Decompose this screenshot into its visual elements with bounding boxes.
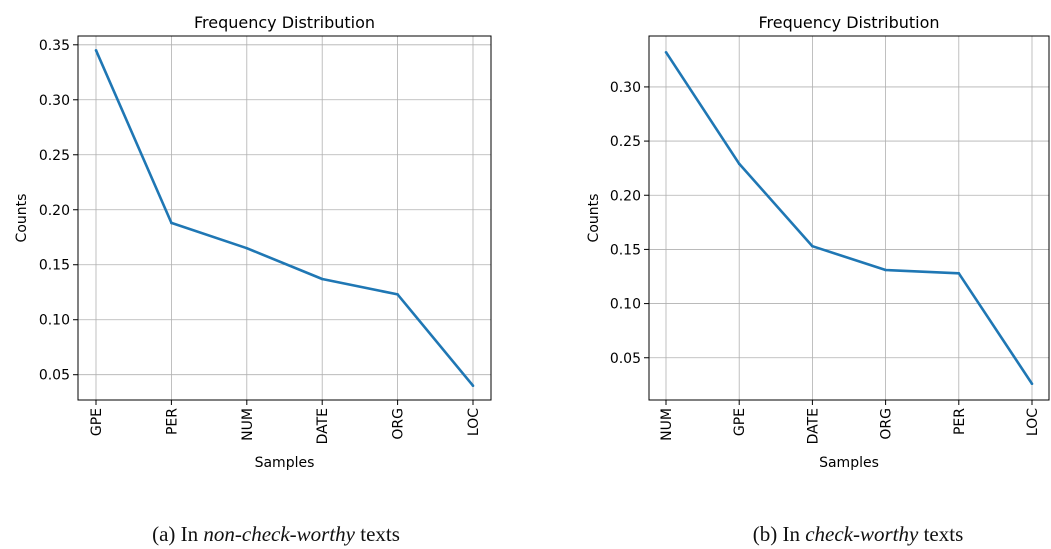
- x-tick-label: NUM: [659, 408, 675, 441]
- y-tick-label: 0.05: [39, 368, 70, 384]
- x-tick-label: PER: [164, 408, 180, 435]
- caption-a-emphasis: non-check-worthy: [203, 522, 355, 546]
- x-tick-label: GPE: [732, 408, 748, 436]
- x-tick-label: ORG: [391, 408, 407, 440]
- caption-b-suffix: texts: [918, 522, 964, 546]
- y-tick-label: 0.10: [610, 297, 641, 313]
- caption-a-suffix: texts: [355, 522, 400, 546]
- x-tick-label: NUM: [240, 408, 256, 441]
- y-tick-label: 0.05: [610, 351, 641, 367]
- x-tick-label: PER: [952, 408, 968, 435]
- data-point: [1030, 382, 1034, 386]
- data-point: [884, 268, 887, 272]
- caption-a-prefix: (a) In: [152, 522, 204, 546]
- y-tick-label: 0.10: [39, 313, 70, 329]
- y-axis-label: Counts: [14, 194, 30, 243]
- y-tick-label: 0.30: [610, 80, 641, 96]
- y-tick-label: 0.35: [39, 38, 70, 54]
- caption-b: (b) In check-worthy texts: [753, 522, 964, 547]
- series-line: [664, 51, 1034, 385]
- y-tick-label: 0.20: [39, 203, 70, 219]
- data-point: [245, 246, 249, 250]
- data-point: [320, 277, 324, 281]
- plot-frame: [648, 35, 1050, 401]
- data-point: [170, 221, 173, 225]
- y-tick-label: 0.25: [39, 148, 70, 164]
- x-axis-label: Samples: [255, 455, 315, 471]
- y-tick-label: 0.30: [39, 93, 70, 109]
- x-tick-label: LOC: [466, 408, 482, 436]
- y-tick-label: 0.15: [39, 258, 70, 274]
- caption-a: (a) In non-check-worthy texts: [152, 522, 400, 547]
- x-axis-label: Samples: [819, 455, 879, 471]
- x-tick-label: LOC: [1025, 408, 1041, 436]
- y-axis-label: Counts: [586, 194, 602, 243]
- x-tick-label: ORG: [879, 408, 895, 440]
- caption-b-prefix: (b) In: [752, 522, 806, 546]
- y-tick-label: 0.20: [610, 188, 641, 204]
- data-point: [811, 244, 814, 248]
- data-point: [471, 384, 475, 388]
- data-point: [737, 162, 741, 166]
- y-tick-label: 0.25: [610, 134, 641, 150]
- y-tick-label: 0.15: [610, 242, 641, 258]
- data-point: [957, 271, 961, 275]
- x-tick-label: GPE: [89, 408, 105, 436]
- data-point: [396, 293, 399, 296]
- chart-panel-2: 0.05 0.10 0.15 0.20 0.25 0.30 NUM GPE DATE ORG PER…: [586, 13, 1050, 471]
- x-tick-label: DATE: [805, 408, 821, 444]
- series-line: [94, 49, 475, 387]
- plot-frame: [77, 35, 492, 401]
- caption-b-emphasis: check-worthy: [805, 522, 919, 546]
- chart-panel-1: 0.05 0.10 0.15 0.20 0.25 0.30 0.35 GPE PER NUM DAT…: [14, 13, 492, 471]
- data-point: [94, 48, 98, 52]
- chart-title: Frequency Distribution: [194, 13, 375, 32]
- x-tick-label: DATE: [315, 408, 331, 444]
- data-point: [664, 50, 668, 54]
- chart-title: Frequency Distribution: [758, 13, 939, 32]
